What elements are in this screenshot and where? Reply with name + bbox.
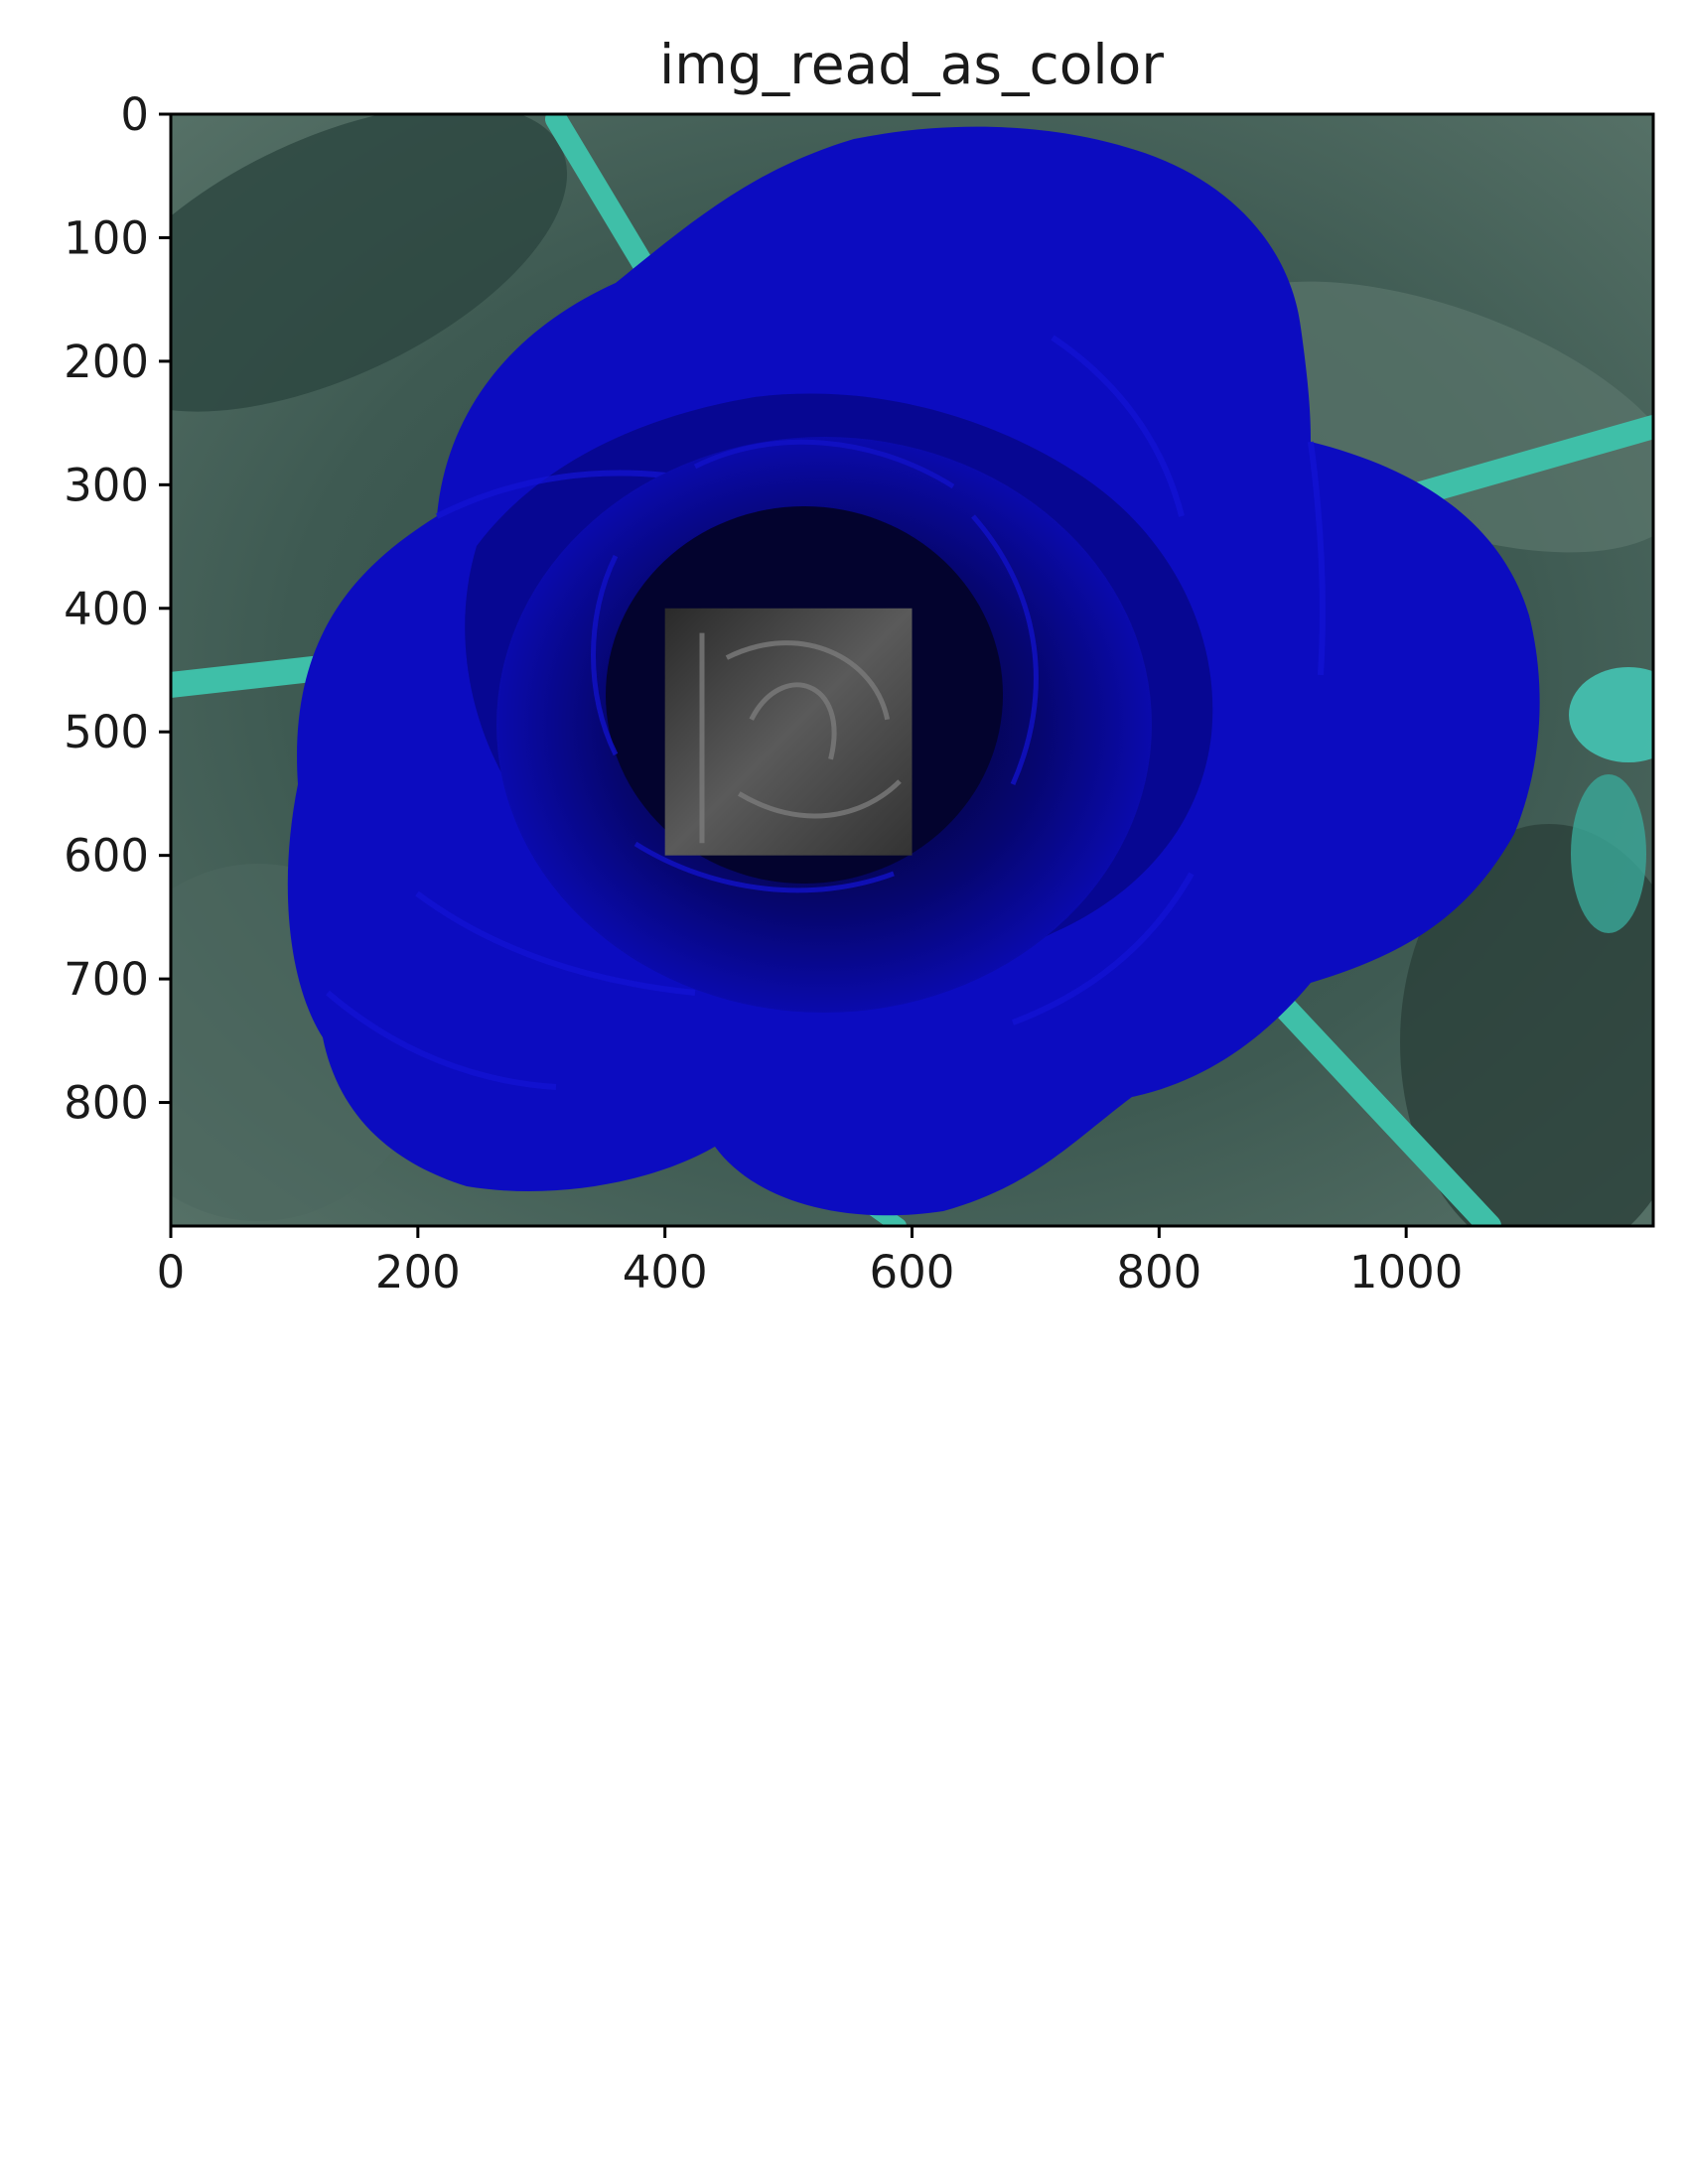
y-tick-label: 700 (64, 953, 149, 1006)
x-tick-label: 400 (623, 1246, 708, 1298)
grayscale-region (664, 608, 913, 856)
background-leaf (171, 114, 568, 412)
grayscale-petal-detail (699, 632, 902, 844)
y-tick-label: 400 (64, 583, 149, 635)
rose-petal-edge (326, 335, 1326, 1090)
rose-inner-petal-edge (591, 439, 1039, 893)
x-tick-label: 0 (157, 1246, 186, 1298)
x-tick-label: 800 (1116, 1246, 1201, 1298)
y-tick-label: 200 (64, 336, 149, 388)
x-tick-label: 200 (375, 1246, 461, 1298)
x-tick-label: 600 (870, 1246, 955, 1298)
y-tick-label: 800 (64, 1077, 149, 1130)
x-axis: 0 200 400 600 800 1000 (157, 1226, 1464, 1298)
background-leaf (1194, 281, 1653, 553)
teal-leaf (1569, 667, 1653, 762)
teal-leaf (1571, 774, 1646, 933)
background-leaf (1400, 824, 1653, 1226)
chart-title: img_read_as_color (659, 33, 1164, 96)
y-tick-label: 600 (64, 830, 149, 883)
y-tick-label: 100 (64, 211, 149, 264)
image-plot (171, 114, 1653, 1226)
y-tick-label: 500 (64, 706, 149, 758)
y-axis: 0 100 200 300 400 500 600 700 800 (64, 88, 171, 1130)
y-tick-label: 300 (64, 459, 149, 511)
x-tick-label: 1000 (1349, 1246, 1464, 1298)
y-tick-label: 0 (120, 88, 149, 141)
